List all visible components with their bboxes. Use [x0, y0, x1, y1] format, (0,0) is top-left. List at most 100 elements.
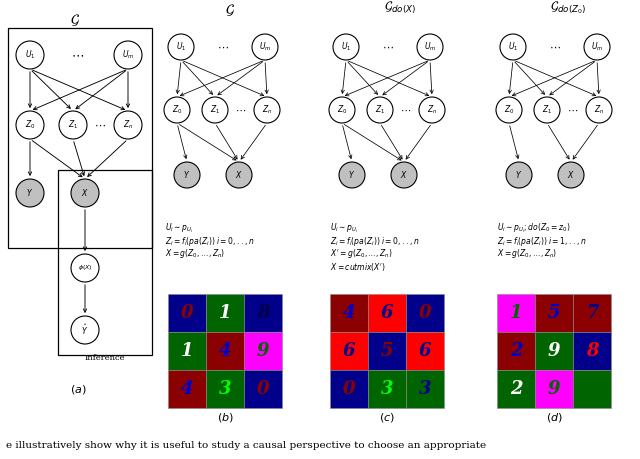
Text: 4: 4 — [180, 380, 193, 398]
Text: $Y$: $Y$ — [26, 187, 33, 198]
Text: 1: 1 — [180, 342, 193, 360]
Text: $\mathcal{G}$: $\mathcal{G}$ — [225, 2, 235, 18]
Bar — [168, 370, 206, 408]
Text: $Y$: $Y$ — [515, 169, 523, 180]
Bar — [206, 332, 244, 370]
Text: $\mathcal{G}$: $\mathcal{G}$ — [70, 12, 80, 28]
Text: 6: 6 — [343, 342, 355, 360]
Bar — [573, 332, 611, 370]
Text: 0: 0 — [180, 304, 193, 322]
Bar — [368, 370, 406, 408]
Text: $Z_i = f_i(pa(Z_i))\; i = 0,..,n$: $Z_i = f_i(pa(Z_i))\; i = 0,..,n$ — [165, 235, 255, 247]
Bar — [368, 294, 406, 332]
Bar — [535, 332, 573, 370]
Text: $Z_n$: $Z_n$ — [262, 104, 272, 116]
Text: 6: 6 — [381, 304, 393, 322]
Text: $X$: $X$ — [567, 169, 575, 180]
Circle shape — [114, 111, 142, 139]
Text: $X$: $X$ — [81, 187, 89, 198]
Text: $U_1$: $U_1$ — [176, 41, 186, 53]
Text: $Z_0$: $Z_0$ — [25, 119, 35, 131]
Text: $X$: $X$ — [400, 169, 408, 180]
Text: 7: 7 — [586, 304, 598, 322]
Circle shape — [329, 97, 355, 123]
Text: 0: 0 — [419, 304, 431, 322]
Text: 5: 5 — [381, 342, 393, 360]
Text: $(c)$: $(c)$ — [379, 412, 395, 425]
Bar — [244, 332, 282, 370]
Circle shape — [114, 41, 142, 69]
Text: 4: 4 — [343, 304, 355, 322]
Circle shape — [391, 162, 417, 188]
Text: $\cdots$: $\cdots$ — [217, 42, 229, 52]
Text: $(d)$: $(d)$ — [545, 412, 563, 425]
Text: $U_1$: $U_1$ — [25, 49, 35, 61]
Circle shape — [339, 162, 365, 188]
Bar — [497, 332, 535, 370]
Circle shape — [59, 111, 87, 139]
Circle shape — [534, 97, 560, 123]
Text: $Z_0$: $Z_0$ — [337, 104, 348, 116]
Text: $U_m$: $U_m$ — [259, 41, 271, 53]
Text: $Y$: $Y$ — [348, 169, 356, 180]
Circle shape — [16, 179, 44, 207]
Bar — [406, 332, 444, 370]
Text: $Z_1$: $Z_1$ — [375, 104, 385, 116]
Bar — [535, 370, 573, 408]
Bar — [573, 370, 611, 408]
Text: $X = g(Z_0,\ldots,Z_n)$: $X = g(Z_0,\ldots,Z_n)$ — [497, 247, 557, 261]
Text: $\cdots$: $\cdots$ — [401, 105, 412, 115]
Text: $\phi(X)$: $\phi(X)$ — [77, 263, 92, 273]
Text: $(a)$: $(a)$ — [70, 384, 86, 397]
Bar — [573, 294, 611, 332]
Text: $U_1$: $U_1$ — [340, 41, 351, 53]
Bar — [330, 370, 368, 408]
Text: $Z_1$: $Z_1$ — [542, 104, 552, 116]
Text: 3: 3 — [419, 380, 431, 398]
Text: 6: 6 — [419, 342, 431, 360]
Bar — [206, 294, 244, 332]
Circle shape — [584, 34, 610, 60]
Bar — [244, 370, 282, 408]
Bar — [168, 332, 206, 370]
Text: 0: 0 — [257, 380, 269, 398]
Text: 9: 9 — [548, 380, 560, 398]
Circle shape — [506, 162, 532, 188]
Text: 8: 8 — [586, 342, 598, 360]
Text: 5: 5 — [548, 304, 560, 322]
Bar — [8, 28, 152, 248]
Circle shape — [164, 97, 190, 123]
Text: $Z_0$: $Z_0$ — [172, 104, 182, 116]
Bar — [368, 332, 406, 370]
Bar — [406, 370, 444, 408]
Text: 8: 8 — [586, 380, 598, 398]
Text: $X = g(Z_0,\ldots,Z_n)$: $X = g(Z_0,\ldots,Z_n)$ — [165, 247, 225, 261]
Text: $Z_0$: $Z_0$ — [504, 104, 515, 116]
Bar — [497, 294, 535, 332]
Text: $U_m$: $U_m$ — [122, 49, 134, 61]
Text: $\cdots$: $\cdots$ — [568, 105, 579, 115]
Circle shape — [367, 97, 393, 123]
Text: $U_1$: $U_1$ — [508, 41, 518, 53]
Text: $\cdots$: $\cdots$ — [382, 42, 394, 52]
Bar — [330, 332, 368, 370]
Text: $Z_n$: $Z_n$ — [427, 104, 437, 116]
Text: $Z_i = f_i(pa(Z_i))\; i = 1,..,n$: $Z_i = f_i(pa(Z_i))\; i = 1,..,n$ — [497, 235, 587, 247]
Circle shape — [252, 34, 278, 60]
Text: 9: 9 — [257, 342, 269, 360]
Text: 3: 3 — [381, 380, 393, 398]
Circle shape — [417, 34, 443, 60]
Text: e illustratively show why it is useful to study a causal perspective to choose a: e illustratively show why it is useful t… — [6, 441, 486, 449]
Bar — [535, 294, 573, 332]
Circle shape — [500, 34, 526, 60]
Text: 9: 9 — [548, 342, 560, 360]
Text: $U_m$: $U_m$ — [424, 41, 436, 53]
Text: $\cdots$: $\cdots$ — [94, 120, 106, 130]
Circle shape — [168, 34, 194, 60]
Text: $X$: $X$ — [235, 169, 243, 180]
Text: $U_i \sim p_{U_i}$: $U_i \sim p_{U_i}$ — [165, 221, 193, 235]
Circle shape — [333, 34, 359, 60]
Text: $Z_1$: $Z_1$ — [68, 119, 78, 131]
Bar — [497, 370, 535, 408]
Text: 4: 4 — [219, 342, 231, 360]
